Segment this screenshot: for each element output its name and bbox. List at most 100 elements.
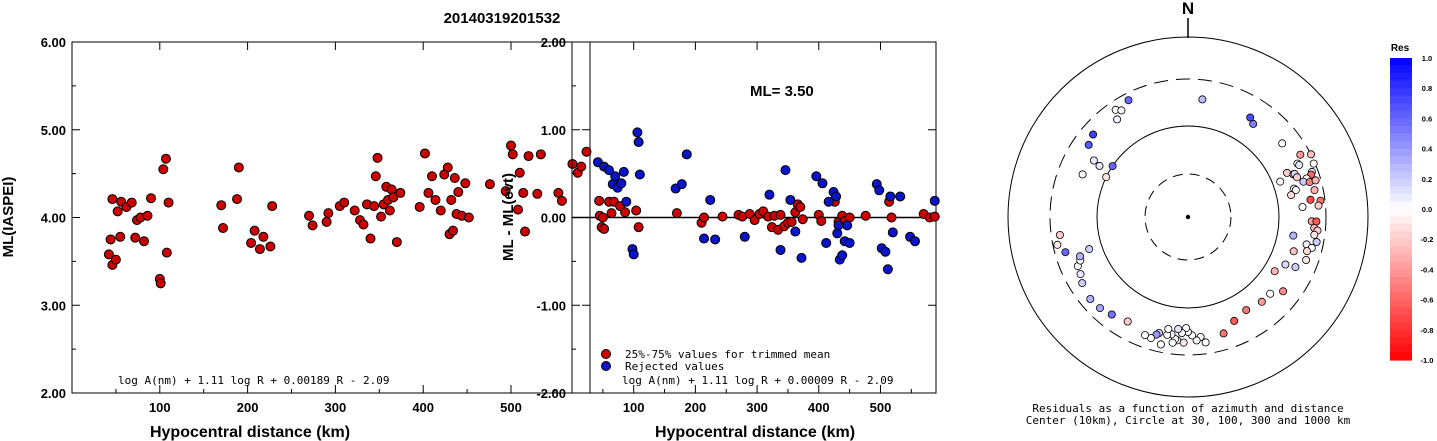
magnitude-point: [523, 151, 534, 162]
colorbar-tick-label: 0.8: [1422, 84, 1432, 93]
ml-annotation: ML= 3.50: [750, 83, 814, 100]
colorbar-segment: [1390, 88, 1412, 97]
magnitude-point: [505, 140, 516, 151]
residual-station-point: [1123, 317, 1132, 326]
azimuth-polar-chart: N Residuals as a function of azimuth and…: [1007, 0, 1369, 427]
magnitude-point: [126, 197, 137, 208]
residual-station-point: [1156, 340, 1165, 349]
colorbar-segment: [1390, 284, 1412, 293]
rejected-point: [681, 149, 692, 160]
residual-x-tick-label: 100: [623, 400, 645, 415]
colorbar-segment: [1390, 186, 1412, 195]
residual-y-axis-label: ML - ML(evt): [500, 173, 517, 261]
residual-station-point: [1311, 176, 1320, 185]
colorbar-segment: [1390, 73, 1412, 82]
colorbar-segment: [1390, 178, 1412, 187]
magnitude-chart: 100 200 300 400 500 2.00 3.00 4.00 5.00 6.00 Hypo…: [0, 35, 592, 441]
colorbar-segment: [1390, 239, 1412, 248]
colorbar-segment: [1390, 269, 1412, 278]
residual-station-point: [1266, 289, 1275, 298]
residual-station-point: [1291, 186, 1300, 195]
trimmed-point: [929, 211, 940, 222]
rejected-point: [780, 165, 791, 176]
north-label: N: [1182, 0, 1194, 18]
colorbar-tick-label: -0.2: [1421, 235, 1434, 244]
rejected-point: [604, 165, 615, 176]
magnitude-point: [513, 204, 524, 215]
magnitude-y-axis-label: ML(IASPEI): [0, 177, 17, 258]
colorbar-segment: [1390, 209, 1412, 218]
magnitude-point: [518, 187, 529, 198]
rejected-point: [775, 244, 786, 255]
magnitude-x-tick-label: 200: [237, 400, 259, 415]
residual-station-point: [1310, 186, 1319, 195]
residual-station-point: [1279, 287, 1288, 296]
trimmed-point: [775, 209, 786, 220]
colorbar-segment: [1390, 133, 1412, 142]
magnitude-point: [146, 193, 157, 204]
magnitude-point: [265, 241, 276, 252]
colorbar-tick-label: -0.8: [1421, 326, 1434, 335]
trimmed-point: [860, 210, 871, 221]
residual-station-point: [1242, 306, 1251, 315]
trimmed-point: [816, 216, 827, 227]
colorbar-segment: [1390, 216, 1412, 225]
residual-y-tick-label: 1.00: [541, 123, 566, 138]
rejected-point: [885, 191, 896, 202]
rejected-point: [632, 127, 643, 138]
magnitude-point: [163, 197, 174, 208]
rejected-point: [796, 252, 807, 263]
rejected-point: [844, 237, 855, 248]
residual-station-point: [1085, 245, 1094, 254]
residual-station-point: [1108, 162, 1117, 171]
magnitude-point: [384, 205, 395, 216]
colorbar-segment: [1390, 58, 1412, 67]
rejected-point: [621, 196, 632, 207]
rejected-point: [739, 231, 750, 242]
magnitude-point: [435, 205, 446, 216]
rejected-point: [833, 220, 844, 231]
colorbar-segment: [1390, 314, 1412, 323]
colorbar-segment: [1390, 254, 1412, 263]
magnitude-point: [218, 223, 229, 234]
residual-station-point: [1314, 201, 1323, 210]
colorbar-segment: [1390, 80, 1412, 89]
magnitude-point: [514, 167, 525, 178]
colorbar-tick-label: 1.0: [1422, 54, 1432, 63]
residual-station-point: [1249, 119, 1258, 128]
colorbar-segment: [1390, 322, 1412, 331]
magnitude-point: [556, 195, 567, 206]
residual-formula: log A(nm) + 1.11 log R + 0.00009 R - 2.0…: [622, 374, 894, 387]
figure-title: 20140319201532: [444, 10, 561, 27]
rejected-point: [710, 234, 721, 245]
rejected-point: [842, 220, 853, 231]
residual-station-point: [1291, 263, 1300, 272]
colorbar-segment: [1390, 352, 1412, 361]
colorbar-segment: [1390, 231, 1412, 240]
legend-marker-trimmed: [601, 349, 611, 359]
residual-station-point: [1141, 331, 1150, 340]
magnitude-point: [358, 219, 369, 230]
rejected-point: [823, 196, 834, 207]
colorbar-segment: [1390, 337, 1412, 346]
magnitude-point: [304, 210, 315, 221]
colorbar-segment: [1390, 110, 1412, 119]
residual-x-tick-label: 500: [870, 400, 892, 415]
colorbar-segment: [1390, 276, 1412, 286]
magnitude-point: [161, 247, 172, 258]
residual-y-tick-label: 2.00: [541, 35, 566, 50]
residual-station-point: [1107, 310, 1116, 319]
magnitude-point: [105, 234, 116, 245]
rejected-point: [618, 166, 629, 177]
rejected-point: [874, 185, 885, 196]
magnitude-point: [453, 187, 464, 198]
magnitude-point: [142, 210, 153, 221]
trimmed-point: [786, 216, 797, 227]
trimmed-point: [606, 208, 617, 219]
residual-station-point: [1164, 324, 1173, 333]
ring-30km: [1144, 173, 1232, 261]
trimmed-point: [795, 201, 806, 212]
trimmed-point: [886, 212, 897, 223]
magnitude-point: [138, 236, 149, 247]
rejected-point: [633, 137, 644, 148]
